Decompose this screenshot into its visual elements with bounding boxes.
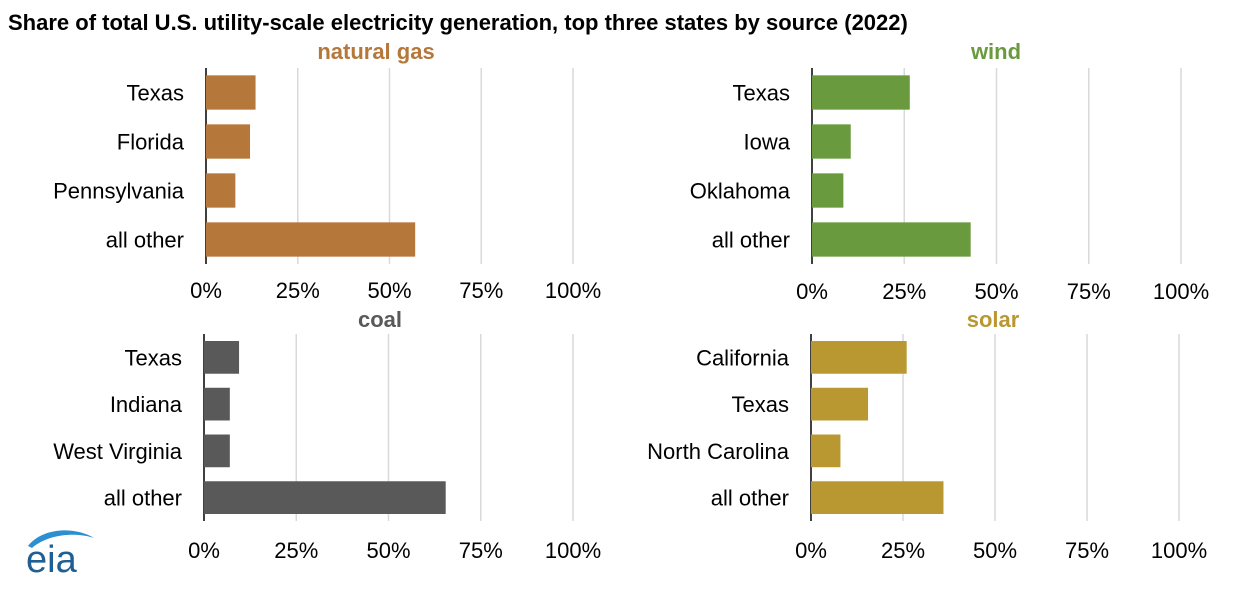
panel-2-category-label: West Virginia (53, 439, 183, 464)
panel-3-category-label: California (696, 345, 790, 370)
panel-2-bar (204, 481, 446, 514)
eia-logo-swoosh (28, 530, 94, 548)
panel-0-bar (206, 222, 416, 257)
panel-1-x-tick-label: 0% (796, 279, 828, 304)
panel-2-bar (204, 341, 240, 374)
eia-logo-wordmark: eia (26, 539, 78, 581)
panel-3-bar (811, 481, 944, 514)
panel-1-category-label: all other (712, 228, 790, 253)
panel-0-x-tick-label: 75% (459, 278, 503, 303)
panel-3-category-label: all other (711, 486, 789, 511)
panel-1-x-tick-label: 25% (882, 279, 926, 304)
panel-2-bar (204, 434, 230, 468)
panel-1-bar (812, 75, 910, 110)
panel-0-bar (206, 75, 256, 110)
panel-1-x-tick-label: 100% (1153, 279, 1209, 304)
panel-2-x-tick-label: 0% (188, 538, 220, 563)
panel-2-category-label: Texas (125, 345, 182, 370)
panel-1-category-label: Texas (733, 81, 790, 106)
panel-0-bar (206, 173, 236, 208)
panel-3-x-tick-label: 25% (881, 538, 925, 563)
panel-3-x-tick-label: 0% (795, 538, 827, 563)
page-title: Share of total U.S. utility-scale electr… (8, 10, 908, 35)
panel-0-x-tick-label: 0% (190, 278, 222, 303)
panel-1-x-tick-label: 50% (974, 279, 1018, 304)
panel-1-bar (812, 173, 844, 208)
panel-2-category-label: Indiana (110, 392, 183, 417)
panel-2-category-label: all other (104, 486, 182, 511)
panel-2-x-tick-label: 100% (545, 538, 601, 563)
panel-1-bar (812, 124, 851, 159)
panel-1-title: wind (970, 39, 1021, 64)
panel-2-title: coal (358, 307, 402, 332)
panel-1-category-label: Oklahoma (690, 179, 791, 204)
panel-2-x-tick-label: 50% (366, 538, 410, 563)
panel-0-title: natural gas (317, 39, 434, 64)
panel-2-bar (204, 387, 230, 421)
panel-3-category-label: North Carolina (647, 439, 790, 464)
panel-0-category-label: Texas (127, 81, 184, 106)
panel-0-x-tick-label: 50% (367, 278, 411, 303)
panel-0-category-label: all other (106, 228, 184, 253)
panel-3-title: solar (967, 307, 1020, 332)
panel-3-category-label: Texas (732, 392, 789, 417)
panel-0-bar (206, 124, 251, 159)
panel-1-x-tick-label: 75% (1067, 279, 1111, 304)
panel-0-x-tick-label: 100% (545, 278, 601, 303)
panel-2-x-tick-label: 75% (459, 538, 503, 563)
panel-0-category-label: Pennsylvania (53, 179, 185, 204)
panel-1-category-label: Iowa (744, 130, 791, 155)
panel-0-x-tick-label: 25% (276, 278, 320, 303)
panel-3-bar (811, 434, 841, 468)
panel-3-x-tick-label: 50% (973, 538, 1017, 563)
panel-1-bar (812, 222, 971, 257)
eia-logo: eia (22, 522, 102, 587)
panel-3-bar (811, 387, 869, 421)
panel-3-x-tick-label: 100% (1151, 538, 1207, 563)
panel-0-category-label: Florida (117, 130, 185, 155)
panel-3-bar (811, 341, 907, 374)
panel-2-x-tick-label: 25% (274, 538, 318, 563)
panel-3-x-tick-label: 75% (1065, 538, 1109, 563)
